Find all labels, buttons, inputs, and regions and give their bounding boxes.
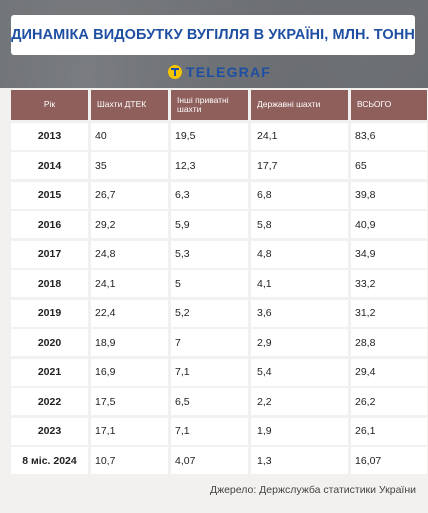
table-cell: 7,1 bbox=[171, 358, 248, 386]
table-row-year: 2021 bbox=[11, 358, 88, 386]
table-row-year: 2022 bbox=[11, 388, 88, 415]
table-cell: 2,9 bbox=[251, 329, 348, 356]
table-cell: 29,4 bbox=[351, 358, 427, 386]
table-cell: 5,8 bbox=[251, 211, 348, 238]
table-row-year: 2020 bbox=[11, 329, 88, 356]
table-cell: 6,3 bbox=[171, 181, 248, 209]
table-cell: 34,9 bbox=[351, 240, 427, 268]
table-cell: 5,3 bbox=[171, 240, 248, 268]
table-cell: 40,9 bbox=[351, 211, 427, 238]
table-cell: 7,1 bbox=[171, 417, 248, 445]
table-cell: 1,3 bbox=[251, 447, 348, 474]
table-cell: 65 bbox=[351, 152, 427, 179]
table-header-cell: Державні шахти bbox=[251, 90, 348, 120]
table-row-year: 8 міс. 2024 bbox=[11, 447, 88, 474]
telegraf-logo: TELEGRAF bbox=[168, 64, 271, 80]
table-cell: 39,8 bbox=[351, 181, 427, 209]
table-row-year: 2014 bbox=[11, 152, 88, 179]
table-cell: 17,7 bbox=[251, 152, 348, 179]
table-cell: 17,5 bbox=[91, 388, 168, 415]
table-cell: 33,2 bbox=[351, 270, 427, 297]
page-title: ДИНАМІКА ВИДОБУТКУ ВУГІЛЛЯ В УКРАЇНІ, МЛ… bbox=[11, 27, 415, 43]
table-cell: 7 bbox=[171, 329, 248, 356]
table-cell: 35 bbox=[91, 152, 168, 179]
table-cell: 4,07 bbox=[171, 447, 248, 474]
table-row-year: 2023 bbox=[11, 417, 88, 445]
table-cell: 40 bbox=[91, 122, 168, 150]
source-note: Джерело: Держслужба статистики України bbox=[209, 484, 416, 496]
table-header-cell: ВСЬОГО bbox=[351, 90, 427, 120]
table-cell: 24,8 bbox=[91, 240, 168, 268]
table-cell: 26,1 bbox=[351, 417, 427, 445]
table-cell: 24,1 bbox=[91, 270, 168, 297]
table-row-year: 2015 bbox=[11, 181, 88, 209]
table-row-year: 2017 bbox=[11, 240, 88, 268]
table-cell: 16,9 bbox=[91, 358, 168, 386]
table-header-cell: Шахти ДТЕК bbox=[91, 90, 168, 120]
table-cell: 5,9 bbox=[171, 211, 248, 238]
logo-t-icon bbox=[168, 65, 182, 79]
table-cell: 10,7 bbox=[91, 447, 168, 474]
table-cell: 19,5 bbox=[171, 122, 248, 150]
title-banner: ДИНАМІКА ВИДОБУТКУ ВУГІЛЛЯ В УКРАЇНІ, МЛ… bbox=[11, 15, 415, 55]
table-cell: 18,9 bbox=[91, 329, 168, 356]
table-cell: 5 bbox=[171, 270, 248, 297]
table-header-cell: Інші приватні шахти bbox=[171, 90, 248, 120]
table-cell: 4,1 bbox=[251, 270, 348, 297]
table-cell: 17,1 bbox=[91, 417, 168, 445]
table-row-year: 2013 bbox=[11, 122, 88, 150]
coal-table: Рік Шахти ДТЕК Інші приватні шахти Державні… bbox=[11, 90, 427, 474]
table-cell: 3,6 bbox=[251, 299, 348, 327]
table-cell: 5,4 bbox=[251, 358, 348, 386]
table-row-year: 2019 bbox=[11, 299, 88, 327]
table-cell: 31,2 bbox=[351, 299, 427, 327]
table-cell: 83,6 bbox=[351, 122, 427, 150]
table-row-year: 2016 bbox=[11, 211, 88, 238]
table-cell: 29,2 bbox=[91, 211, 168, 238]
table-cell: 28,8 bbox=[351, 329, 427, 356]
table-cell: 4,8 bbox=[251, 240, 348, 268]
table-header-cell: Рік bbox=[11, 90, 88, 120]
table-cell: 6,5 bbox=[171, 388, 248, 415]
table-row-year: 2018 bbox=[11, 270, 88, 297]
table-cell: 12,3 bbox=[171, 152, 248, 179]
table-cell: 26,2 bbox=[351, 388, 427, 415]
table-cell: 1,9 bbox=[251, 417, 348, 445]
table-cell: 24,1 bbox=[251, 122, 348, 150]
table-cell: 16,07 bbox=[351, 447, 427, 474]
table-cell: 6,8 bbox=[251, 181, 348, 209]
table-cell: 22,4 bbox=[91, 299, 168, 327]
table-cell: 2,2 bbox=[251, 388, 348, 415]
table-cell: 26,7 bbox=[91, 181, 168, 209]
logo-text: TELEGRAF bbox=[186, 64, 272, 80]
table-cell: 5,2 bbox=[171, 299, 248, 327]
